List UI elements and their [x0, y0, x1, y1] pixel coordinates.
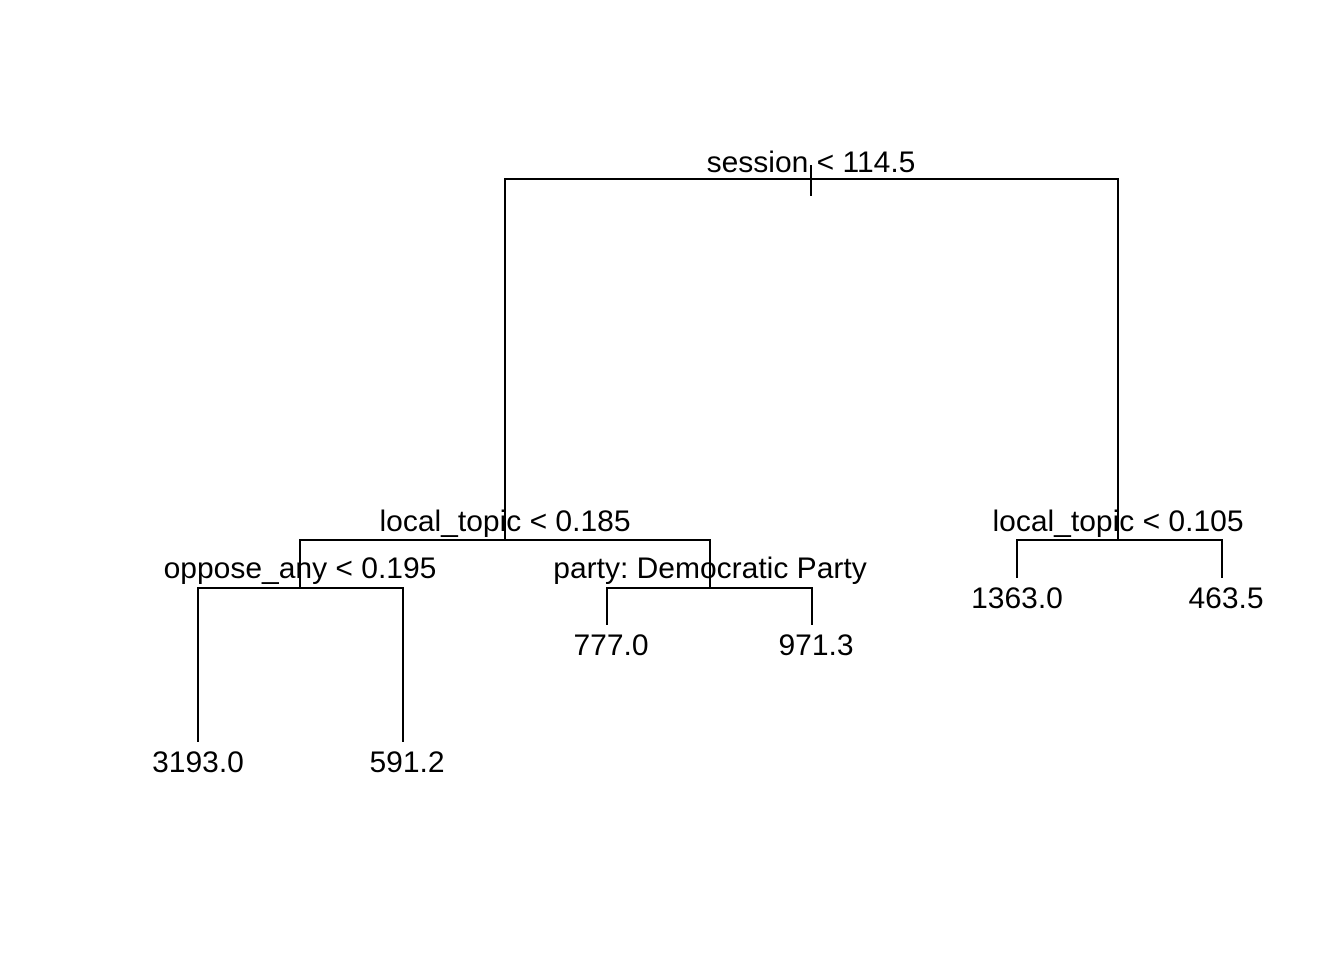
tree-edges [197, 165, 1223, 742]
leaf-value: 3193.0 [152, 746, 244, 779]
leaf-labels: 3193.0 591.2 777.0 971.3 1363.0 463.5 [152, 582, 1263, 779]
party-split-label: party: Democratic Party [553, 552, 866, 585]
leaf-value: 591.2 [369, 746, 444, 779]
right-split-branch [1016, 539, 1223, 578]
leaf-value: 463.5 [1188, 582, 1263, 615]
right-split-label: local_topic < 0.105 [992, 505, 1243, 538]
leaf-value: 777.0 [573, 629, 648, 662]
oppose-split-branch [197, 587, 404, 742]
split-labels: session < 114.5 local_topic < 0.185 oppo… [164, 146, 1244, 585]
left-split-label: local_topic < 0.185 [379, 505, 630, 538]
leaf-value: 1363.0 [971, 582, 1063, 615]
party-split-branch [606, 587, 813, 625]
leaf-value: 971.3 [778, 629, 853, 662]
left-split-branch [299, 539, 711, 588]
root-branch [504, 178, 1119, 540]
root-split-label: session < 114.5 [707, 146, 916, 179]
oppose-split-label: oppose_any < 0.195 [164, 552, 437, 585]
